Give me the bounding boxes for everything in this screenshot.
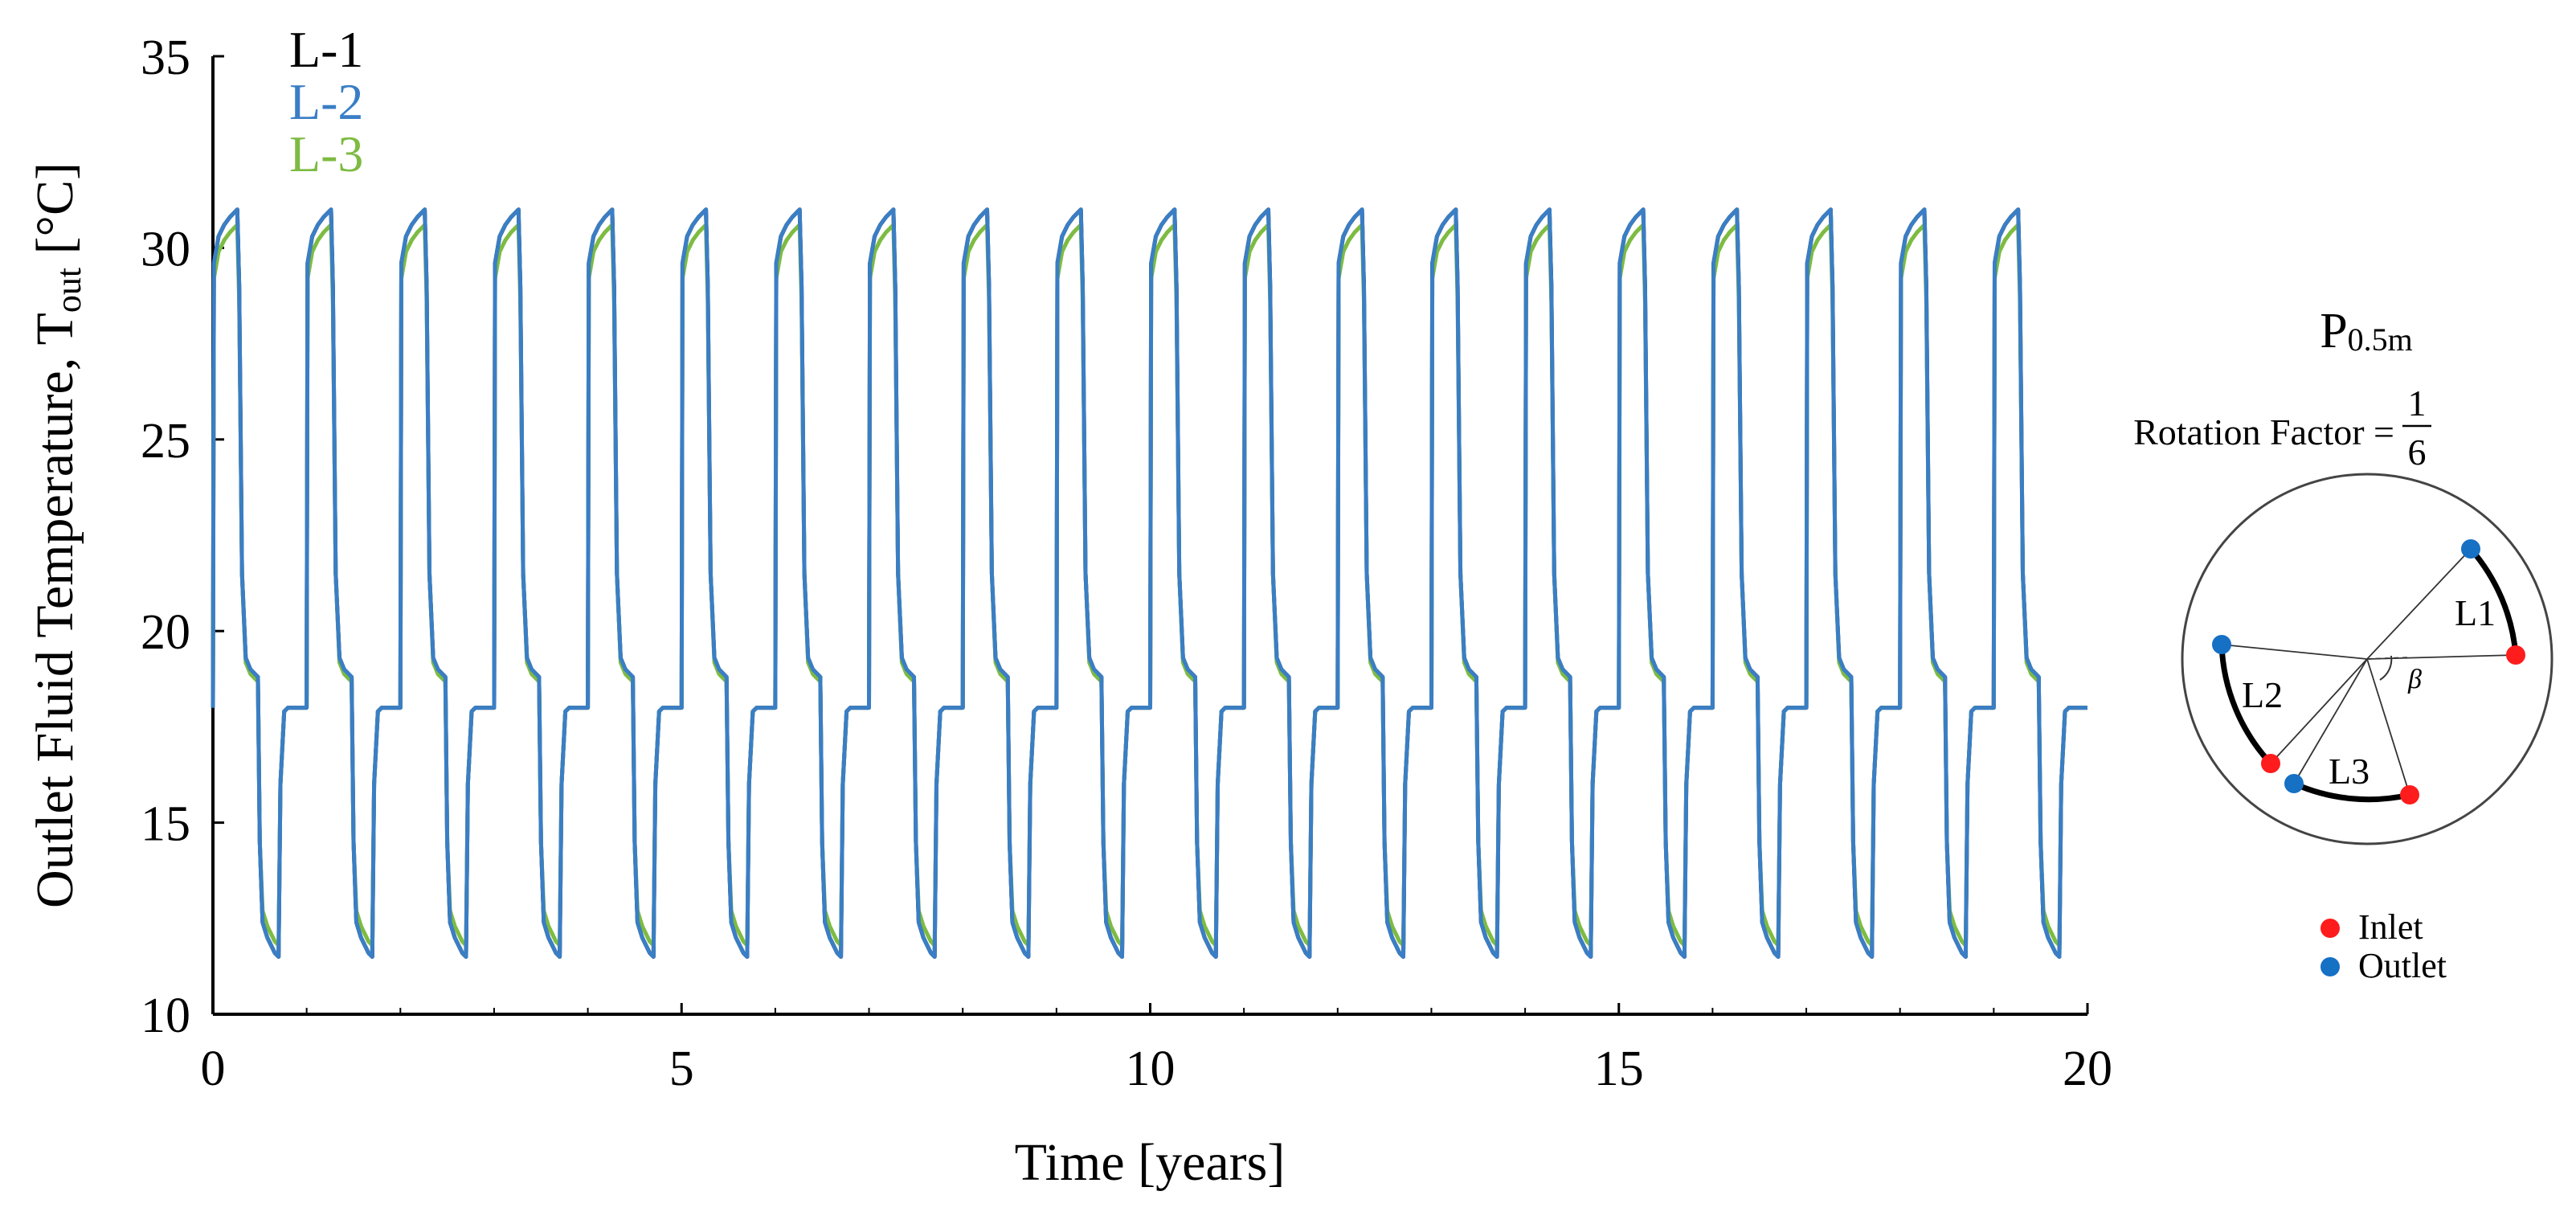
segment-l3 — [2291, 780, 2413, 803]
legend-item-l3: L-3 — [289, 125, 363, 182]
x-tick-label: 15 — [1594, 1042, 1644, 1096]
y-axis-title-unit: [°C] — [26, 162, 84, 268]
pipe-circle — [2181, 473, 2554, 845]
y-axis-title-subscript: out — [49, 268, 88, 313]
y-tick-label: 15 — [141, 797, 190, 852]
segment-label-l2: L2 — [2242, 674, 2283, 715]
fraction-numerator: 1 — [2408, 383, 2427, 424]
inlet-dot-l3 — [2400, 785, 2419, 804]
rotation-factor-label: Rotation Factor = — [2133, 411, 2394, 452]
guide-lines — [2221, 548, 2517, 796]
y-axis-title: Outlet Fluid Temperature, Tout [°C] — [26, 162, 88, 908]
inlet-dot-l2 — [2261, 754, 2280, 773]
legend-item-l1: L-1 — [289, 21, 363, 78]
x-tick-label: 20 — [2063, 1042, 2112, 1096]
outlet-legend-label: Outlet — [2358, 946, 2447, 985]
legend: L-1 L-2 L-3 — [289, 21, 363, 182]
outlet-dot-l1 — [2461, 539, 2480, 559]
y-tick-label: 20 — [141, 605, 190, 660]
outlet-dot-l2 — [2212, 635, 2231, 654]
legend-item-l2: L-2 — [289, 73, 363, 130]
segment-l2 — [2218, 641, 2274, 767]
pipe-layout-inset: P0.5m Rotation Factor = 1 6 β L1 L2 L3 — [2133, 304, 2554, 985]
pipe-dots — [2212, 539, 2525, 804]
x-axis-title: Time [years] — [1015, 1133, 1286, 1192]
outlet-legend-dot — [2320, 957, 2340, 976]
beta-angle-arc — [2379, 655, 2393, 681]
y-tick-label: 30 — [141, 222, 190, 276]
series-line-l-2 — [211, 207, 2087, 959]
beta-label: β — [2407, 665, 2422, 694]
fraction-denominator: 6 — [2408, 432, 2427, 473]
y-tick-label: 10 — [141, 989, 190, 1043]
y-axis-title-main: Outlet Fluid Temperature, T — [26, 313, 84, 908]
segment-l1 — [2468, 546, 2519, 658]
inlet-legend-label: Inlet — [2358, 907, 2423, 947]
x-tick-label: 10 — [1126, 1042, 1176, 1096]
outlet-dot-l3 — [2284, 774, 2304, 793]
x-tick-label: 5 — [669, 1042, 694, 1096]
inset-title: P0.5m — [2320, 304, 2413, 358]
plot-lines — [211, 207, 2087, 959]
y-tick-label: 35 — [141, 31, 190, 85]
segment-label-l3: L3 — [2329, 751, 2370, 792]
y-tick-label: 25 — [141, 414, 190, 469]
segment-label-l1: L1 — [2455, 592, 2496, 633]
x-tick-label: 0 — [201, 1042, 226, 1096]
inlet-dot-l1 — [2506, 645, 2525, 665]
inlet-legend-dot — [2320, 919, 2340, 938]
tick-labels: 0 5 10 15 20 10 15 20 25 30 35 — [141, 31, 2112, 1096]
inset-legend: Inlet Outlet — [2320, 907, 2447, 985]
loop-segments — [2218, 546, 2519, 803]
